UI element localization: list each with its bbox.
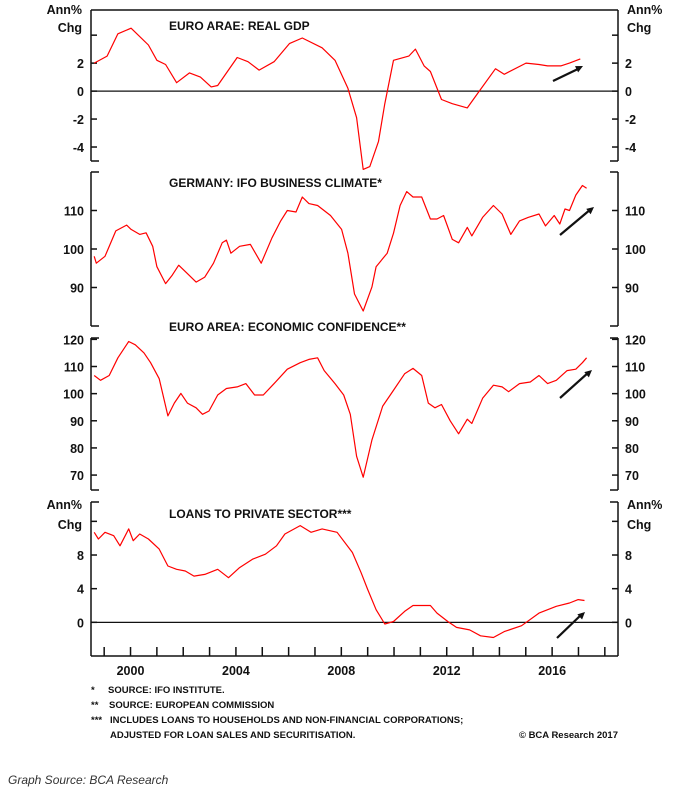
graph-source-caption: Graph Source: BCA Research: [8, 773, 169, 787]
x-axis-tick-label: 2012: [433, 664, 461, 678]
panel-4-trend-arrow-shaft: [556, 613, 583, 639]
panel-1-trend-arrow-head-icon: [575, 66, 583, 73]
panel-3-ytick-label-left: 70: [70, 469, 84, 483]
panel-4-ylabel-right-1: Ann%: [627, 498, 662, 512]
footnote-2-mark: **: [91, 700, 99, 711]
footnote-4-text: ADJUSTED FOR LOAN SALES AND SECURITISATI…: [110, 730, 355, 741]
footnote-1-mark: *: [91, 685, 95, 696]
panel-1-ytick-label-left: 0: [77, 85, 84, 99]
panel-4-ytick-label-right: 8: [625, 549, 632, 563]
copyright: © BCA Research 2017: [519, 730, 618, 741]
panel-3-ytick-label-right: 120: [625, 333, 646, 347]
panel-4-series-line: [93, 524, 585, 639]
panel-2-title: GERMANY: IFO BUSINESS CLIMATE*: [169, 176, 382, 190]
panel-1-ytick-label-right: 2: [625, 57, 632, 71]
panel-2-ytick-label-right: 110: [625, 205, 645, 219]
panel-2-ytick-label-left: 90: [70, 282, 84, 296]
panel-1-ytick-label-left: -2: [73, 113, 84, 127]
panel-4-ytick-label-left: 8: [77, 549, 84, 563]
panel-3-ytick-label-left: 100: [63, 388, 84, 402]
panel-2-ytick-label-right: 100: [625, 243, 646, 257]
panel-4-title: LOANS TO PRIVATE SECTOR***: [169, 507, 352, 521]
panel-3-ytick-label-left: 110: [64, 361, 84, 375]
panel-4-ytick-label-left: 4: [77, 583, 84, 597]
panel-3-trend-arrow-shaft: [559, 371, 590, 399]
footnote-2-text: SOURCE: EUROPEAN COMMISSION: [109, 700, 274, 711]
panel-2-series-line: [93, 184, 587, 312]
panel-1-ylabel-left-2: Chg: [58, 21, 82, 35]
panel-4-trend-arrow-head-icon: [577, 612, 585, 620]
panel-2-trend-arrow-head-icon: [586, 207, 594, 215]
panel-1-ytick-label-left: -4: [73, 141, 84, 155]
panel-3-ytick-label-left: 80: [70, 442, 84, 456]
x-axis-tick-label: 2000: [117, 664, 145, 678]
panel-3-ytick-label-right: 80: [625, 442, 639, 456]
panel-1-ytick-label-right: -4: [625, 141, 636, 155]
panel-1-ylabel-right-2: Chg: [627, 21, 651, 35]
panel-1-ylabel-right-1: Ann%: [627, 3, 662, 17]
panel-2-ytick-label-left: 100: [63, 243, 84, 257]
panel-1-trend-arrow-shaft: [552, 67, 581, 82]
panel-3-ytick-label-right: 90: [625, 415, 639, 429]
panel-4-ytick-label-left: 0: [77, 616, 84, 630]
panel-3-title: EURO AREA: ECONOMIC CONFIDENCE**: [169, 320, 406, 334]
panel-2-trend-arrow-shaft: [559, 208, 592, 236]
panel-2-ytick-label-left: 110: [64, 205, 84, 219]
panel-1-series-line: [93, 27, 581, 170]
panel-1-ytick-label-right: -2: [625, 113, 636, 127]
panel-3-ytick-label-right: 100: [625, 388, 646, 402]
panel-1-ylabel-left-1: Ann%: [47, 3, 82, 17]
panel-1-title: EURO ARAE: REAL GDP: [169, 19, 310, 33]
panel-3-ytick-label-left: 90: [70, 415, 84, 429]
panel-1-ytick-label-left: 2: [77, 57, 84, 71]
panel-2-ytick-label-right: 90: [625, 282, 639, 296]
panel-3-ytick-label-right: 70: [625, 469, 639, 483]
panel-3-trend-arrow-head-icon: [584, 370, 592, 378]
x-axis-tick-label: 2004: [222, 664, 250, 678]
footnote-1-text: SOURCE: IFO INSTITUTE.: [108, 685, 225, 696]
footnote-3-text: INCLUDES LOANS TO HOUSEHOLDS AND NON-FIN…: [110, 715, 463, 726]
x-axis-tick-label: 2008: [327, 664, 355, 678]
panel-4-ylabel-left-1: Ann%: [47, 498, 82, 512]
panel-4-ylabel-left-2: Chg: [58, 518, 82, 532]
panel-3-series-line: [93, 340, 588, 478]
panel-4-ytick-label-right: 0: [625, 616, 632, 630]
panel-4-ytick-label-right: 4: [625, 583, 632, 597]
panel-1-ytick-label-right: 0: [625, 85, 632, 99]
footnote-3-mark: ***: [91, 715, 102, 726]
x-axis-tick-label: 2016: [538, 664, 566, 678]
panel-3-ytick-label-left: 120: [63, 333, 84, 347]
panel-4-ylabel-right-2: Chg: [627, 518, 651, 532]
panel-3-ytick-label-right: 110: [625, 361, 645, 375]
